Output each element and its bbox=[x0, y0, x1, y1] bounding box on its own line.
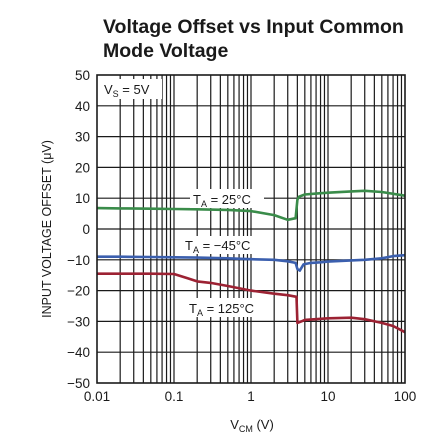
chart-title-line-1: Voltage Offset vs Input Common bbox=[103, 16, 404, 38]
x-tick-label: 0.01 bbox=[84, 389, 110, 404]
annotation-box-25c bbox=[190, 189, 264, 208]
x-tick-label: 0.1 bbox=[165, 389, 184, 404]
plot-frame bbox=[96, 74, 406, 384]
annotation-125c: TA = 125°C bbox=[189, 301, 254, 318]
series-line-2 bbox=[97, 272, 406, 334]
x-tick-label: 100 bbox=[394, 389, 417, 404]
y-tick-label: 20 bbox=[75, 160, 90, 175]
y-axis-label: INPUT VOLTAGE OFFSET (μV) bbox=[40, 140, 54, 318]
y-tick-label: −40 bbox=[67, 345, 90, 360]
x-tick-label: 1 bbox=[247, 389, 255, 404]
series-line-1 bbox=[97, 253, 406, 272]
y-tick-label: 50 bbox=[75, 68, 90, 83]
y-tick-label: 0 bbox=[82, 222, 90, 237]
annotation-box-minus45c bbox=[182, 236, 260, 254]
annotation-vs: VS = 5V bbox=[104, 82, 150, 99]
annotation-minus45c: TA = −45°C bbox=[185, 238, 250, 255]
x-tick-label: 10 bbox=[320, 389, 335, 404]
y-tick-label: 30 bbox=[75, 130, 90, 145]
y-tick-label: 40 bbox=[75, 99, 90, 114]
y-tick-label: −50 bbox=[67, 376, 90, 391]
tick-labels: −50 −40 −30 −20 −10 0 10 20 30 40 50 0.01 0.1 1 10 100 bbox=[67, 68, 416, 404]
y-tick-label: −10 bbox=[67, 253, 90, 268]
chart-title-line-2: Mode Voltage bbox=[103, 40, 228, 62]
series-line-0 bbox=[96, 189, 406, 222]
annotation-25c: TA = 25°C bbox=[193, 192, 251, 209]
grid bbox=[97, 75, 405, 383]
series-layer bbox=[96, 189, 406, 334]
annotation-box-vs bbox=[100, 79, 162, 99]
y-tick-label: 10 bbox=[75, 191, 90, 206]
y-tick-label: −30 bbox=[67, 314, 90, 329]
y-tick-label: −20 bbox=[67, 284, 90, 299]
x-axis-label: VCM (V) bbox=[230, 417, 274, 434]
annotation-box-125c bbox=[186, 298, 266, 317]
